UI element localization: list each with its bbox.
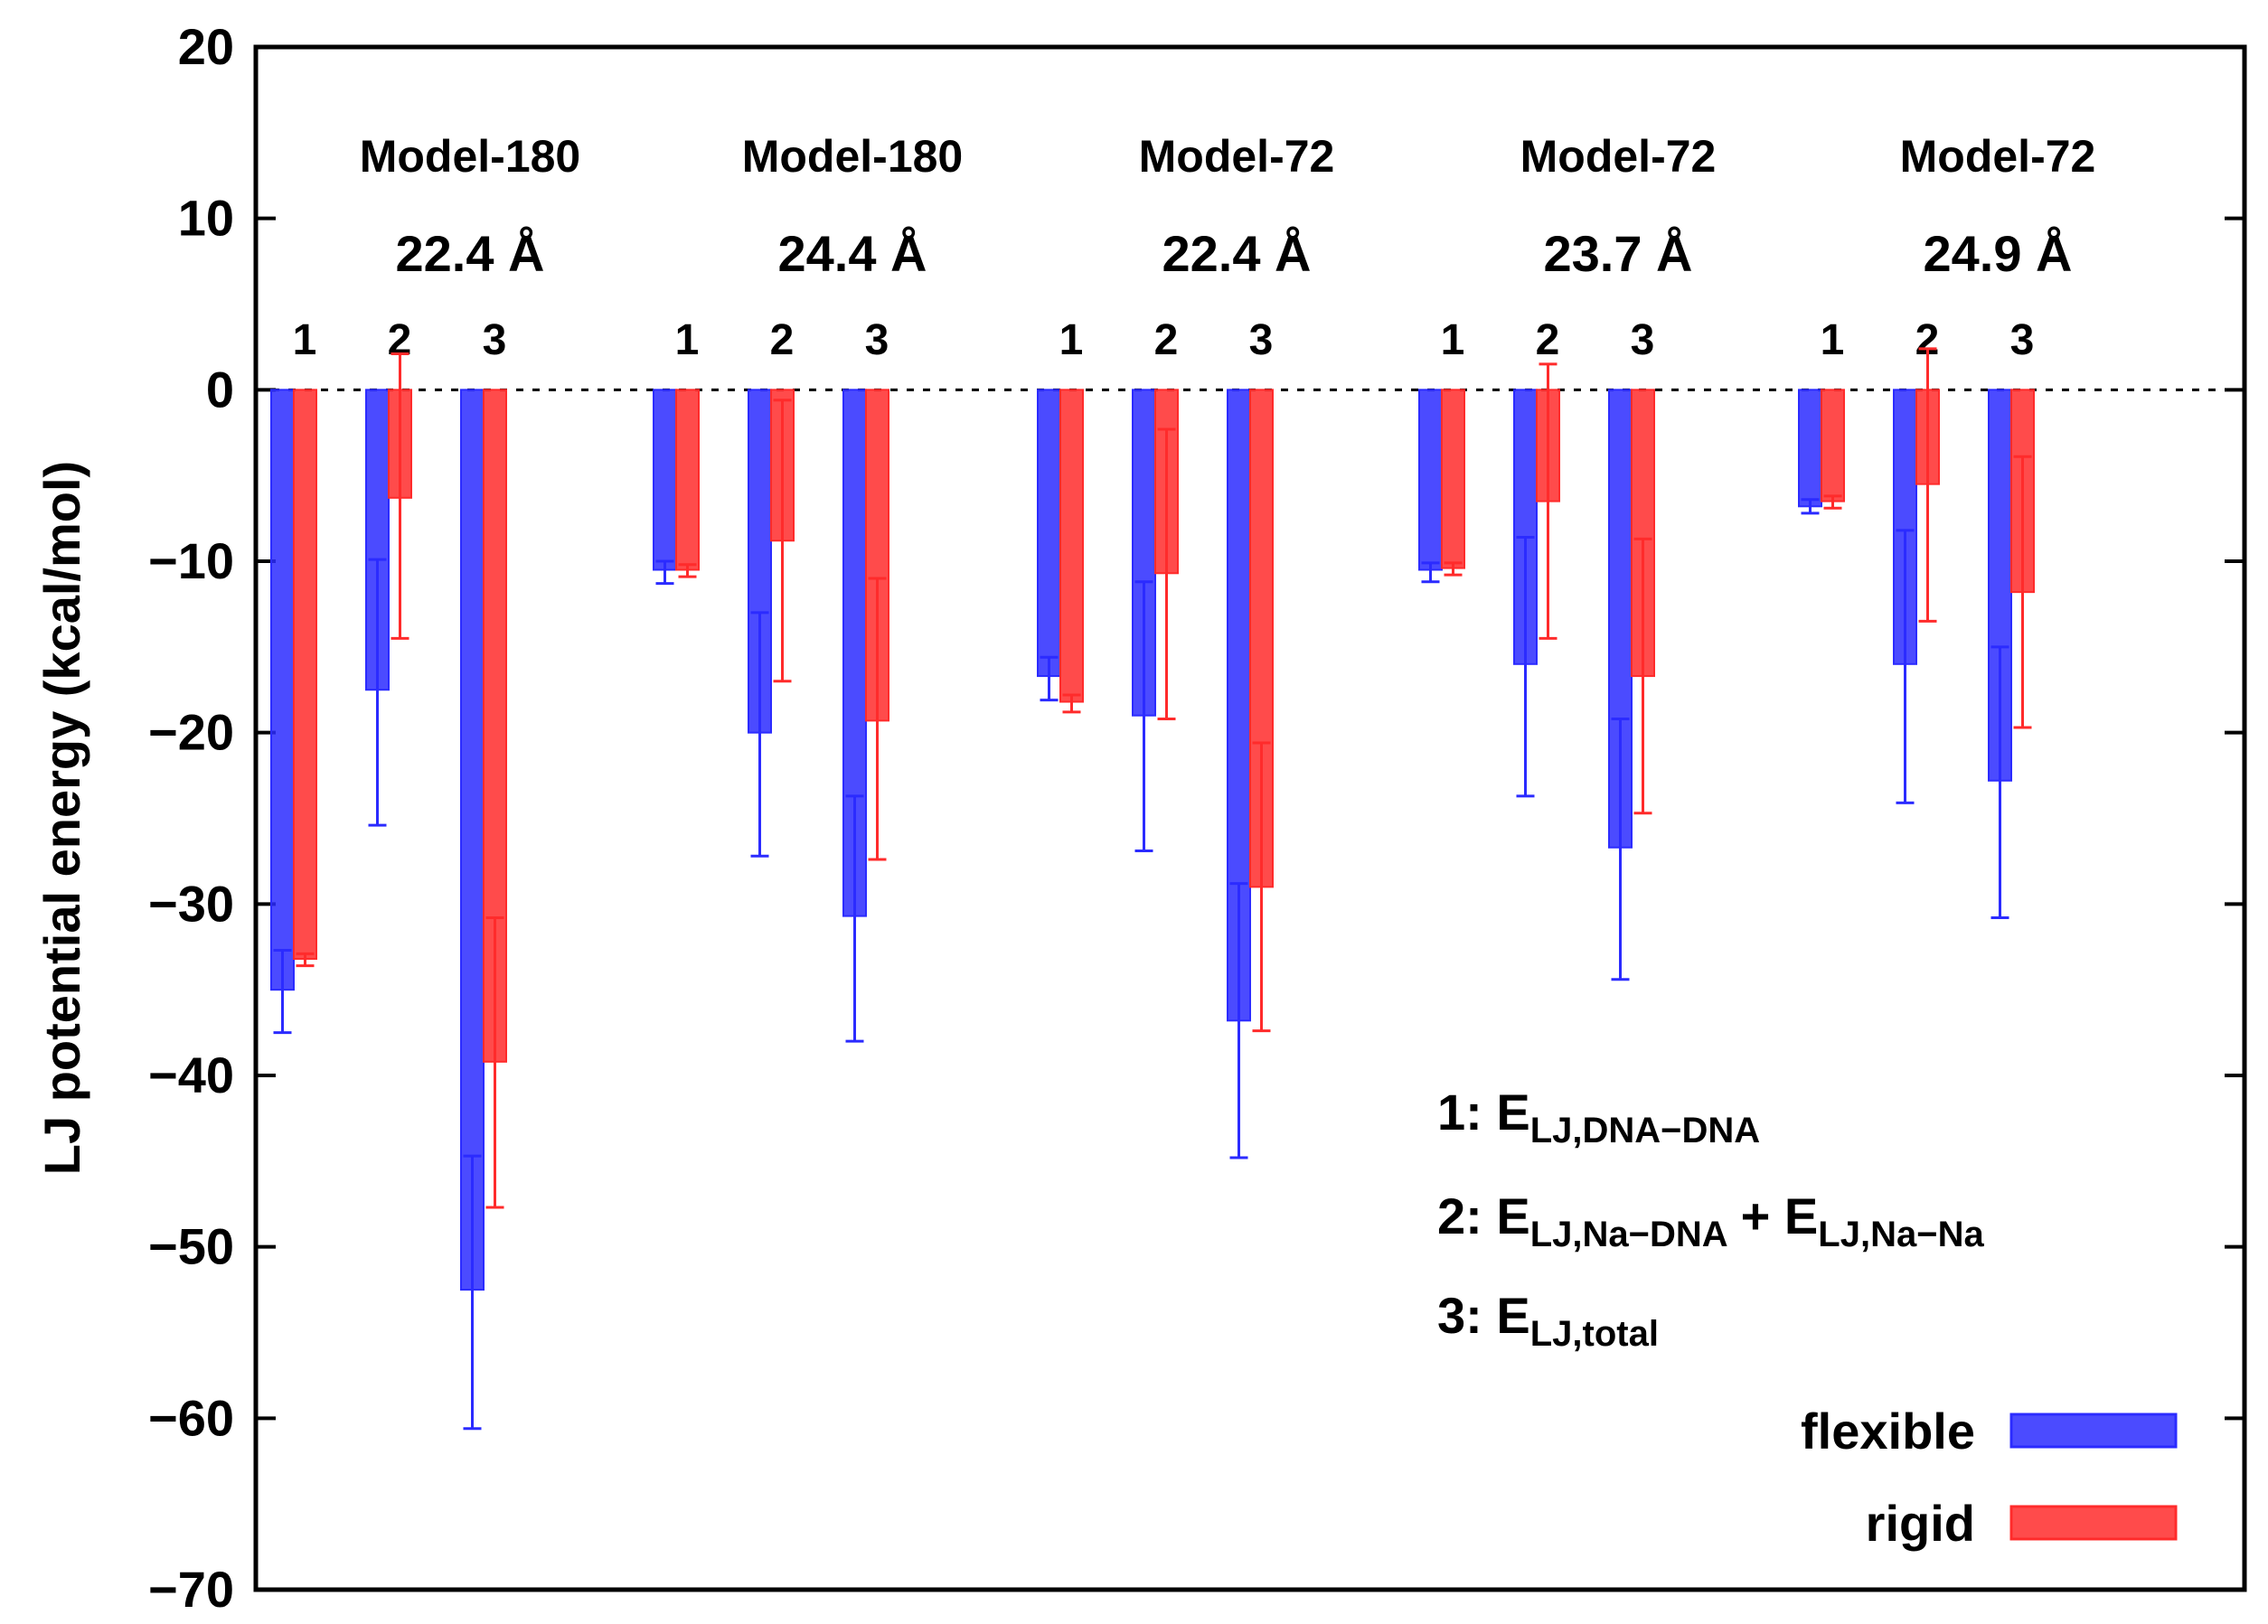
bar-index-label: 3 bbox=[2010, 316, 2035, 364]
bar bbox=[1249, 389, 1274, 888]
bar bbox=[1037, 389, 1061, 678]
legend-definition-2: 2: ELJ,Na−DNA + ELJ,Na−Na bbox=[1437, 1187, 1984, 1254]
group-model-label: Model-180 bbox=[742, 131, 964, 182]
bar bbox=[293, 389, 317, 961]
bar-series bbox=[270, 347, 2035, 1431]
legend-definition-key: 3: bbox=[1437, 1287, 1496, 1344]
legend-term-main: E bbox=[1496, 1084, 1529, 1141]
legend-definition-1: 1: ELJ,DNA−DNA bbox=[1437, 1084, 1760, 1150]
bar bbox=[270, 389, 295, 991]
bar bbox=[1441, 389, 1465, 569]
group-separation-label: 22.4 Å bbox=[1162, 225, 1312, 282]
legend-label-flexible: flexible bbox=[1801, 1403, 1975, 1460]
bar-index-label: 3 bbox=[483, 316, 507, 364]
series-rigid bbox=[293, 347, 2035, 1209]
group-separation-label: 24.9 Å bbox=[1924, 225, 2073, 282]
group-separation-label: 22.4 Å bbox=[396, 225, 545, 282]
bar-index-label: 2 bbox=[1536, 316, 1560, 364]
y-tick-label: −70 bbox=[148, 1561, 234, 1618]
legend-definition-key: 2: bbox=[1437, 1187, 1496, 1244]
bar-index-label: 1 bbox=[1441, 316, 1465, 364]
y-tick-label: −30 bbox=[148, 875, 234, 932]
bar bbox=[1893, 389, 1917, 665]
bar bbox=[1631, 389, 1655, 678]
group-separation-label: 23.7 Å bbox=[1544, 225, 1693, 282]
legend: flexible rigid bbox=[1801, 1403, 2178, 1552]
bar bbox=[675, 389, 700, 571]
bar-index-label: 1 bbox=[675, 316, 700, 364]
legend-definition-key: 1: bbox=[1437, 1084, 1496, 1141]
group-model-label: Model-72 bbox=[1900, 131, 2096, 182]
bar-index-label: 3 bbox=[1631, 316, 1655, 364]
group-model-label: Model-72 bbox=[1520, 131, 1717, 182]
bar bbox=[653, 389, 677, 571]
y-tick-label: 0 bbox=[206, 361, 234, 418]
legend-term-subscript: LJ,DNA−DNA bbox=[1530, 1111, 1760, 1150]
legend-label-rigid: rigid bbox=[1866, 1495, 1975, 1552]
group-separation-label: 24.4 Å bbox=[778, 225, 927, 282]
legend-term-main: E bbox=[1496, 1287, 1529, 1344]
y-tick-label: −20 bbox=[148, 704, 234, 761]
bar-index-label: 2 bbox=[1154, 316, 1179, 364]
legend-definition-3: 3: ELJ,total bbox=[1437, 1287, 1659, 1354]
y-axis-label: LJ potential energy (kcal/mol) bbox=[33, 461, 90, 1175]
group-model-label: Model-180 bbox=[360, 131, 581, 182]
legend-term-main: E bbox=[1496, 1187, 1529, 1244]
bar bbox=[1798, 389, 1822, 508]
legend-swatch-rigid bbox=[2009, 1505, 2178, 1541]
bar-index-label: 1 bbox=[1821, 316, 1845, 364]
y-tick-label: −60 bbox=[148, 1389, 234, 1446]
y-tick-label: −50 bbox=[148, 1218, 234, 1275]
y-tick-label: 20 bbox=[178, 18, 234, 75]
bar-index-label: 1 bbox=[293, 316, 317, 364]
legend-term-subscript: LJ,total bbox=[1530, 1314, 1659, 1354]
legend-swatch-flexible bbox=[2009, 1413, 2178, 1449]
legend-term-subscript: LJ,Na−Na bbox=[1818, 1215, 1984, 1254]
legend-term-main: + E bbox=[1741, 1187, 1819, 1244]
bar bbox=[1418, 389, 1443, 571]
group-labels: Model-180 22.4 Å 1 2 3 Model-180 24.4 Å 1 2 3 Mode… bbox=[293, 131, 2096, 364]
y-tick-label: −10 bbox=[148, 532, 234, 589]
plot-frame bbox=[253, 44, 2247, 1592]
bar-index-label: 2 bbox=[770, 316, 795, 364]
bar-index-label: 3 bbox=[865, 316, 889, 364]
y-tick-label: 10 bbox=[178, 190, 234, 247]
bar bbox=[1821, 389, 1845, 502]
bar bbox=[1059, 389, 1084, 703]
bar-index-label: 1 bbox=[1059, 316, 1084, 364]
y-tick-label: −40 bbox=[148, 1047, 234, 1103]
bar-index-label: 3 bbox=[1249, 316, 1274, 364]
legend-term-subscript: LJ,Na−DNA bbox=[1530, 1215, 1728, 1254]
series-flexible bbox=[270, 389, 2012, 1431]
group-model-label: Model-72 bbox=[1139, 131, 1335, 182]
